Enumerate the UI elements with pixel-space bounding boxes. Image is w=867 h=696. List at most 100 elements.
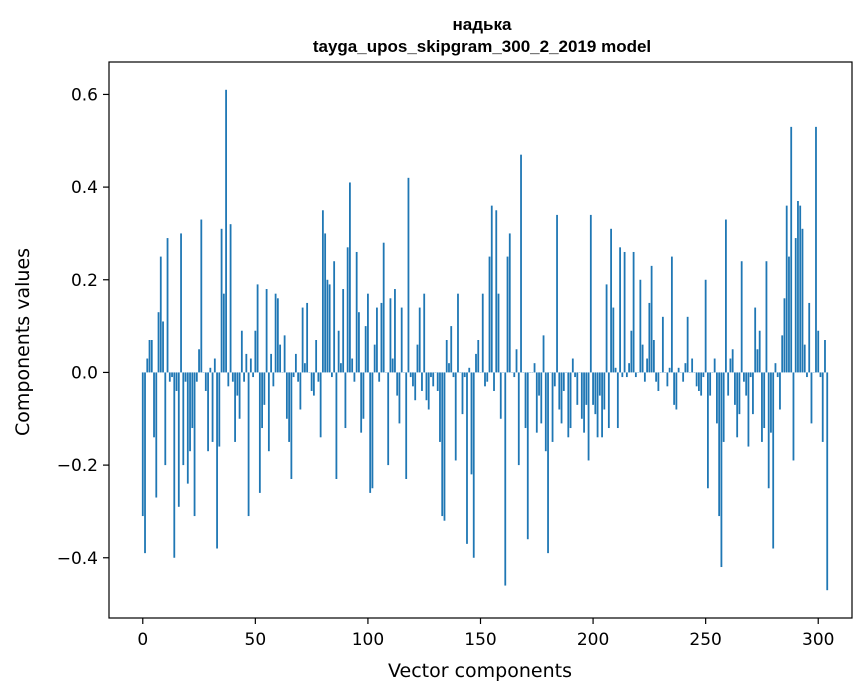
bar: [153, 372, 155, 438]
x-tick-label: 50: [245, 630, 267, 650]
bar: [321, 210, 324, 373]
bar: [337, 330, 340, 373]
bar: [752, 372, 754, 415]
bar: [204, 372, 207, 391]
bar: [475, 353, 477, 373]
bar: [155, 372, 158, 498]
bar: [243, 372, 245, 382]
bar: [292, 372, 295, 378]
bar: [729, 358, 732, 373]
bar: [758, 330, 761, 373]
y-axis-label: Components values: [12, 248, 34, 436]
bar: [535, 372, 538, 433]
bar: [592, 372, 594, 405]
bar: [468, 367, 471, 373]
bar: [353, 372, 356, 382]
bar: [614, 367, 617, 373]
bar: [247, 372, 250, 517]
bar: [387, 372, 390, 466]
bar: [146, 358, 149, 373]
bar: [799, 205, 802, 373]
bar: [238, 372, 241, 419]
bar: [749, 372, 752, 378]
bar: [810, 372, 813, 424]
bar: [625, 372, 628, 378]
bar: [668, 367, 671, 373]
y-axis-ticks: −0.4 −0.2 0.0 0.2 0.4 0.6: [57, 85, 109, 569]
bar: [783, 298, 786, 373]
bar: [589, 214, 592, 373]
bar: [263, 372, 266, 405]
bar: [258, 372, 261, 493]
bar: [718, 372, 721, 517]
bar: [587, 372, 590, 461]
bar: [803, 344, 806, 373]
bar: [691, 358, 694, 373]
bar: [472, 372, 475, 558]
bar: [670, 256, 673, 373]
bar: [526, 372, 529, 540]
bar: [423, 293, 426, 373]
bar: [407, 177, 410, 373]
bar: [666, 372, 669, 387]
bar: [639, 279, 642, 373]
bar: [790, 126, 793, 373]
bar: [797, 201, 799, 373]
bar: [785, 205, 788, 373]
bar: [698, 372, 700, 391]
bar: [544, 372, 547, 452]
bar: [695, 372, 698, 387]
bar: [533, 363, 536, 373]
bar: [569, 372, 572, 429]
bar: [725, 219, 727, 373]
bar: [213, 358, 216, 373]
bar: [222, 293, 225, 373]
bar: [603, 372, 606, 410]
bar: [815, 126, 817, 373]
x-tick-label: 100: [352, 630, 384, 650]
bar: [806, 372, 808, 378]
bar: [605, 284, 608, 373]
bar: [340, 363, 342, 373]
chart-subtitle: tayga_upos_skipgram_300_2_2019 model: [313, 37, 651, 56]
bar: [425, 372, 428, 401]
bar: [515, 349, 518, 373]
bar: [364, 326, 367, 373]
bar: [200, 219, 203, 373]
bar: [571, 358, 574, 373]
bar: [448, 363, 450, 373]
bar: [619, 247, 621, 373]
bar: [164, 372, 167, 466]
bar: [240, 330, 243, 373]
bar: [394, 289, 396, 373]
bar: [576, 372, 579, 405]
bar: [198, 349, 200, 373]
bar: [191, 372, 194, 429]
bar: [333, 261, 336, 373]
bar: [716, 372, 718, 424]
bar: [583, 372, 585, 433]
bar: [707, 372, 709, 489]
bar: [427, 372, 430, 410]
bar: [150, 340, 153, 373]
bar: [225, 89, 227, 373]
bar: [466, 372, 468, 544]
bar: [376, 307, 378, 373]
bar: [648, 302, 651, 373]
bar: [547, 372, 549, 554]
bar: [817, 330, 820, 373]
bar: [574, 372, 576, 378]
x-tick-label: 0: [137, 630, 148, 650]
y-tick-label: −0.4: [57, 549, 98, 569]
bar: [704, 279, 707, 373]
bar: [141, 372, 144, 517]
bar: [756, 349, 759, 373]
bar: [276, 298, 279, 373]
bar: [497, 293, 500, 373]
bar: [331, 372, 333, 378]
bar: [826, 372, 829, 591]
bar: [209, 367, 212, 373]
bar: [743, 372, 745, 382]
bar: [722, 372, 725, 442]
bar: [556, 214, 558, 373]
